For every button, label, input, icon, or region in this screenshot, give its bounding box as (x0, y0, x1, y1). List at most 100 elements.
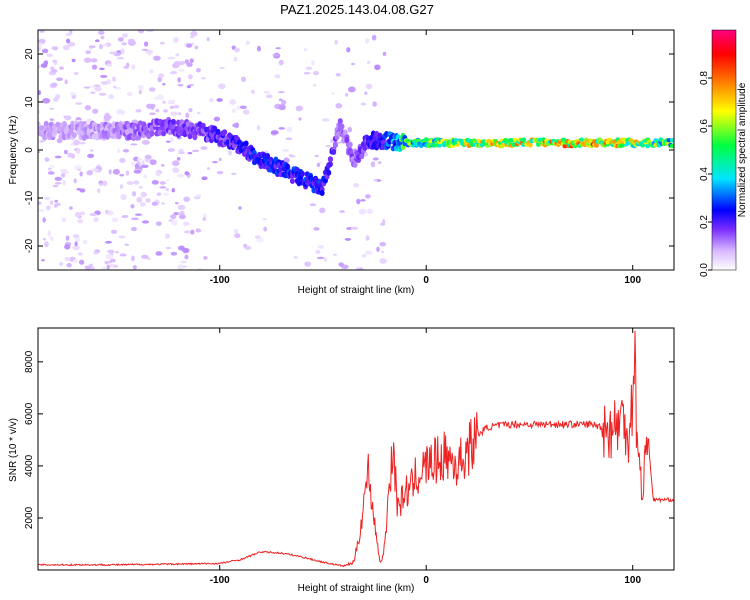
spectrogram-cell (99, 67, 105, 71)
spectrogram-cell (69, 92, 76, 96)
spectrogram-cell (284, 163, 290, 170)
spectrogram-cell (150, 104, 155, 111)
spectrogram-cell (334, 39, 338, 45)
spectrogram-cell (155, 170, 160, 176)
spectrogram-cell (219, 66, 225, 70)
spectrogram-cell (177, 264, 184, 270)
spectrogram-cell (191, 149, 200, 153)
spectrogram-cell (309, 203, 317, 207)
spectrogram-cell (53, 60, 57, 66)
spectrogram-cell (130, 204, 135, 209)
spectrogram-cell (239, 105, 247, 110)
spectrogram-cell (138, 30, 145, 34)
spectrogram-cell (171, 160, 180, 167)
spectrogram-cell (669, 143, 674, 149)
spectrogram-cell (136, 196, 143, 203)
spectrogram-cell (65, 235, 70, 241)
spectrogram-cell (131, 191, 137, 197)
spectrogram-cell (215, 128, 221, 135)
spectrogram-cell (89, 45, 96, 49)
spectrogram-cell (358, 267, 364, 270)
spectrogram-cell (71, 153, 75, 159)
spectrogram-cell (326, 169, 332, 176)
spectrogram-cell (278, 59, 284, 66)
spectrogram-cell (337, 118, 343, 125)
spectrogram-cell (79, 211, 86, 216)
spectrogram-cell (38, 110, 41, 114)
colorbar-label: Normalized spectral amplitude (737, 82, 748, 217)
spectrogram-cell (84, 105, 92, 111)
spectrogram-cell (137, 157, 142, 162)
spectrogram-cell (145, 49, 154, 55)
spectrogram-cell (83, 86, 91, 89)
spectrogram-cell (60, 173, 66, 178)
spectrogram-cell (130, 143, 138, 146)
spectrogram-cell (64, 115, 72, 121)
spectrogram-cell (170, 118, 176, 125)
spectrogram-cell (304, 261, 312, 267)
x-tick-label: 0 (423, 575, 429, 586)
spectrogram-cell (54, 199, 59, 203)
spectrogram-cell (72, 259, 79, 264)
spectrogram-cell (206, 167, 210, 171)
spectrogram-cell (75, 102, 83, 105)
spectrogram-cell (90, 149, 94, 152)
spectrogram-cell (171, 188, 176, 193)
spectrogram-cell (234, 233, 241, 239)
spectrogram-cell (112, 168, 121, 175)
spectrogram-cell (159, 41, 165, 45)
spectrogram-cell (272, 54, 280, 57)
spectrogram-cell (90, 58, 98, 63)
spectrogram-cell (38, 140, 45, 143)
spectrogram-cell (84, 265, 92, 270)
spectrogram-cell (316, 162, 321, 168)
spectrogram-cell (347, 141, 353, 148)
spectrogram-cell (189, 58, 194, 64)
spectrogram-cell (71, 58, 76, 63)
y-tick-label: 8000 (24, 350, 35, 373)
spectrogram-cell (190, 229, 195, 235)
spectrogram-cell (77, 168, 81, 172)
spectrogram-cell (99, 183, 103, 186)
snr-y-label: SNR (10 * v/v) (8, 418, 19, 482)
spectrogram-cell (263, 226, 268, 232)
spectrogram-cell (197, 267, 202, 270)
spectrogram-cell (54, 181, 62, 185)
spectrogram-cell (170, 251, 178, 256)
spectrogram-cell (149, 87, 156, 92)
spectrogram-cell (312, 83, 317, 87)
snr-y-ticks: 2000 4000 6000 8000 (24, 350, 674, 529)
spectrogram-cell (131, 217, 139, 221)
spectrogram-cell (93, 217, 98, 223)
spectrogram-cell (98, 30, 105, 35)
spectrogram-cell (298, 117, 302, 121)
spectrogram-cell (103, 114, 112, 121)
spectrogram-cell (373, 178, 378, 182)
spectrogram-cell (169, 147, 175, 151)
spectrogram-cell (141, 139, 150, 145)
spectrogram-cell (72, 234, 80, 238)
spectrogram-cell (254, 235, 261, 239)
spectrogram-cell (139, 185, 143, 189)
spectrogram-cell (364, 91, 368, 95)
spectrogram-cell (98, 44, 103, 50)
spectrogram-cell (41, 48, 49, 54)
spectrogram-cell (335, 102, 343, 109)
spectrogram-cell (42, 217, 46, 223)
spectrogram-cell (327, 161, 333, 168)
spectrogram-cell (280, 99, 287, 106)
spectrogram-cell (376, 246, 380, 252)
spectrogram-cell (231, 172, 237, 175)
spectrogram-cell (77, 141, 86, 145)
spectrogram-cell (243, 109, 250, 115)
spectrogram-cell (67, 41, 76, 47)
spectrogram-cell (339, 210, 345, 213)
spectrogram-cell (377, 161, 382, 164)
spectrogram-cell (51, 46, 59, 50)
spectrogram-marks (38, 30, 674, 270)
spectrogram-cell (108, 94, 114, 100)
spectrogram-cell (241, 76, 246, 83)
spectrogram-cell (73, 178, 77, 184)
spectrogram-cell (102, 180, 108, 187)
spectrogram-cell (140, 164, 149, 168)
